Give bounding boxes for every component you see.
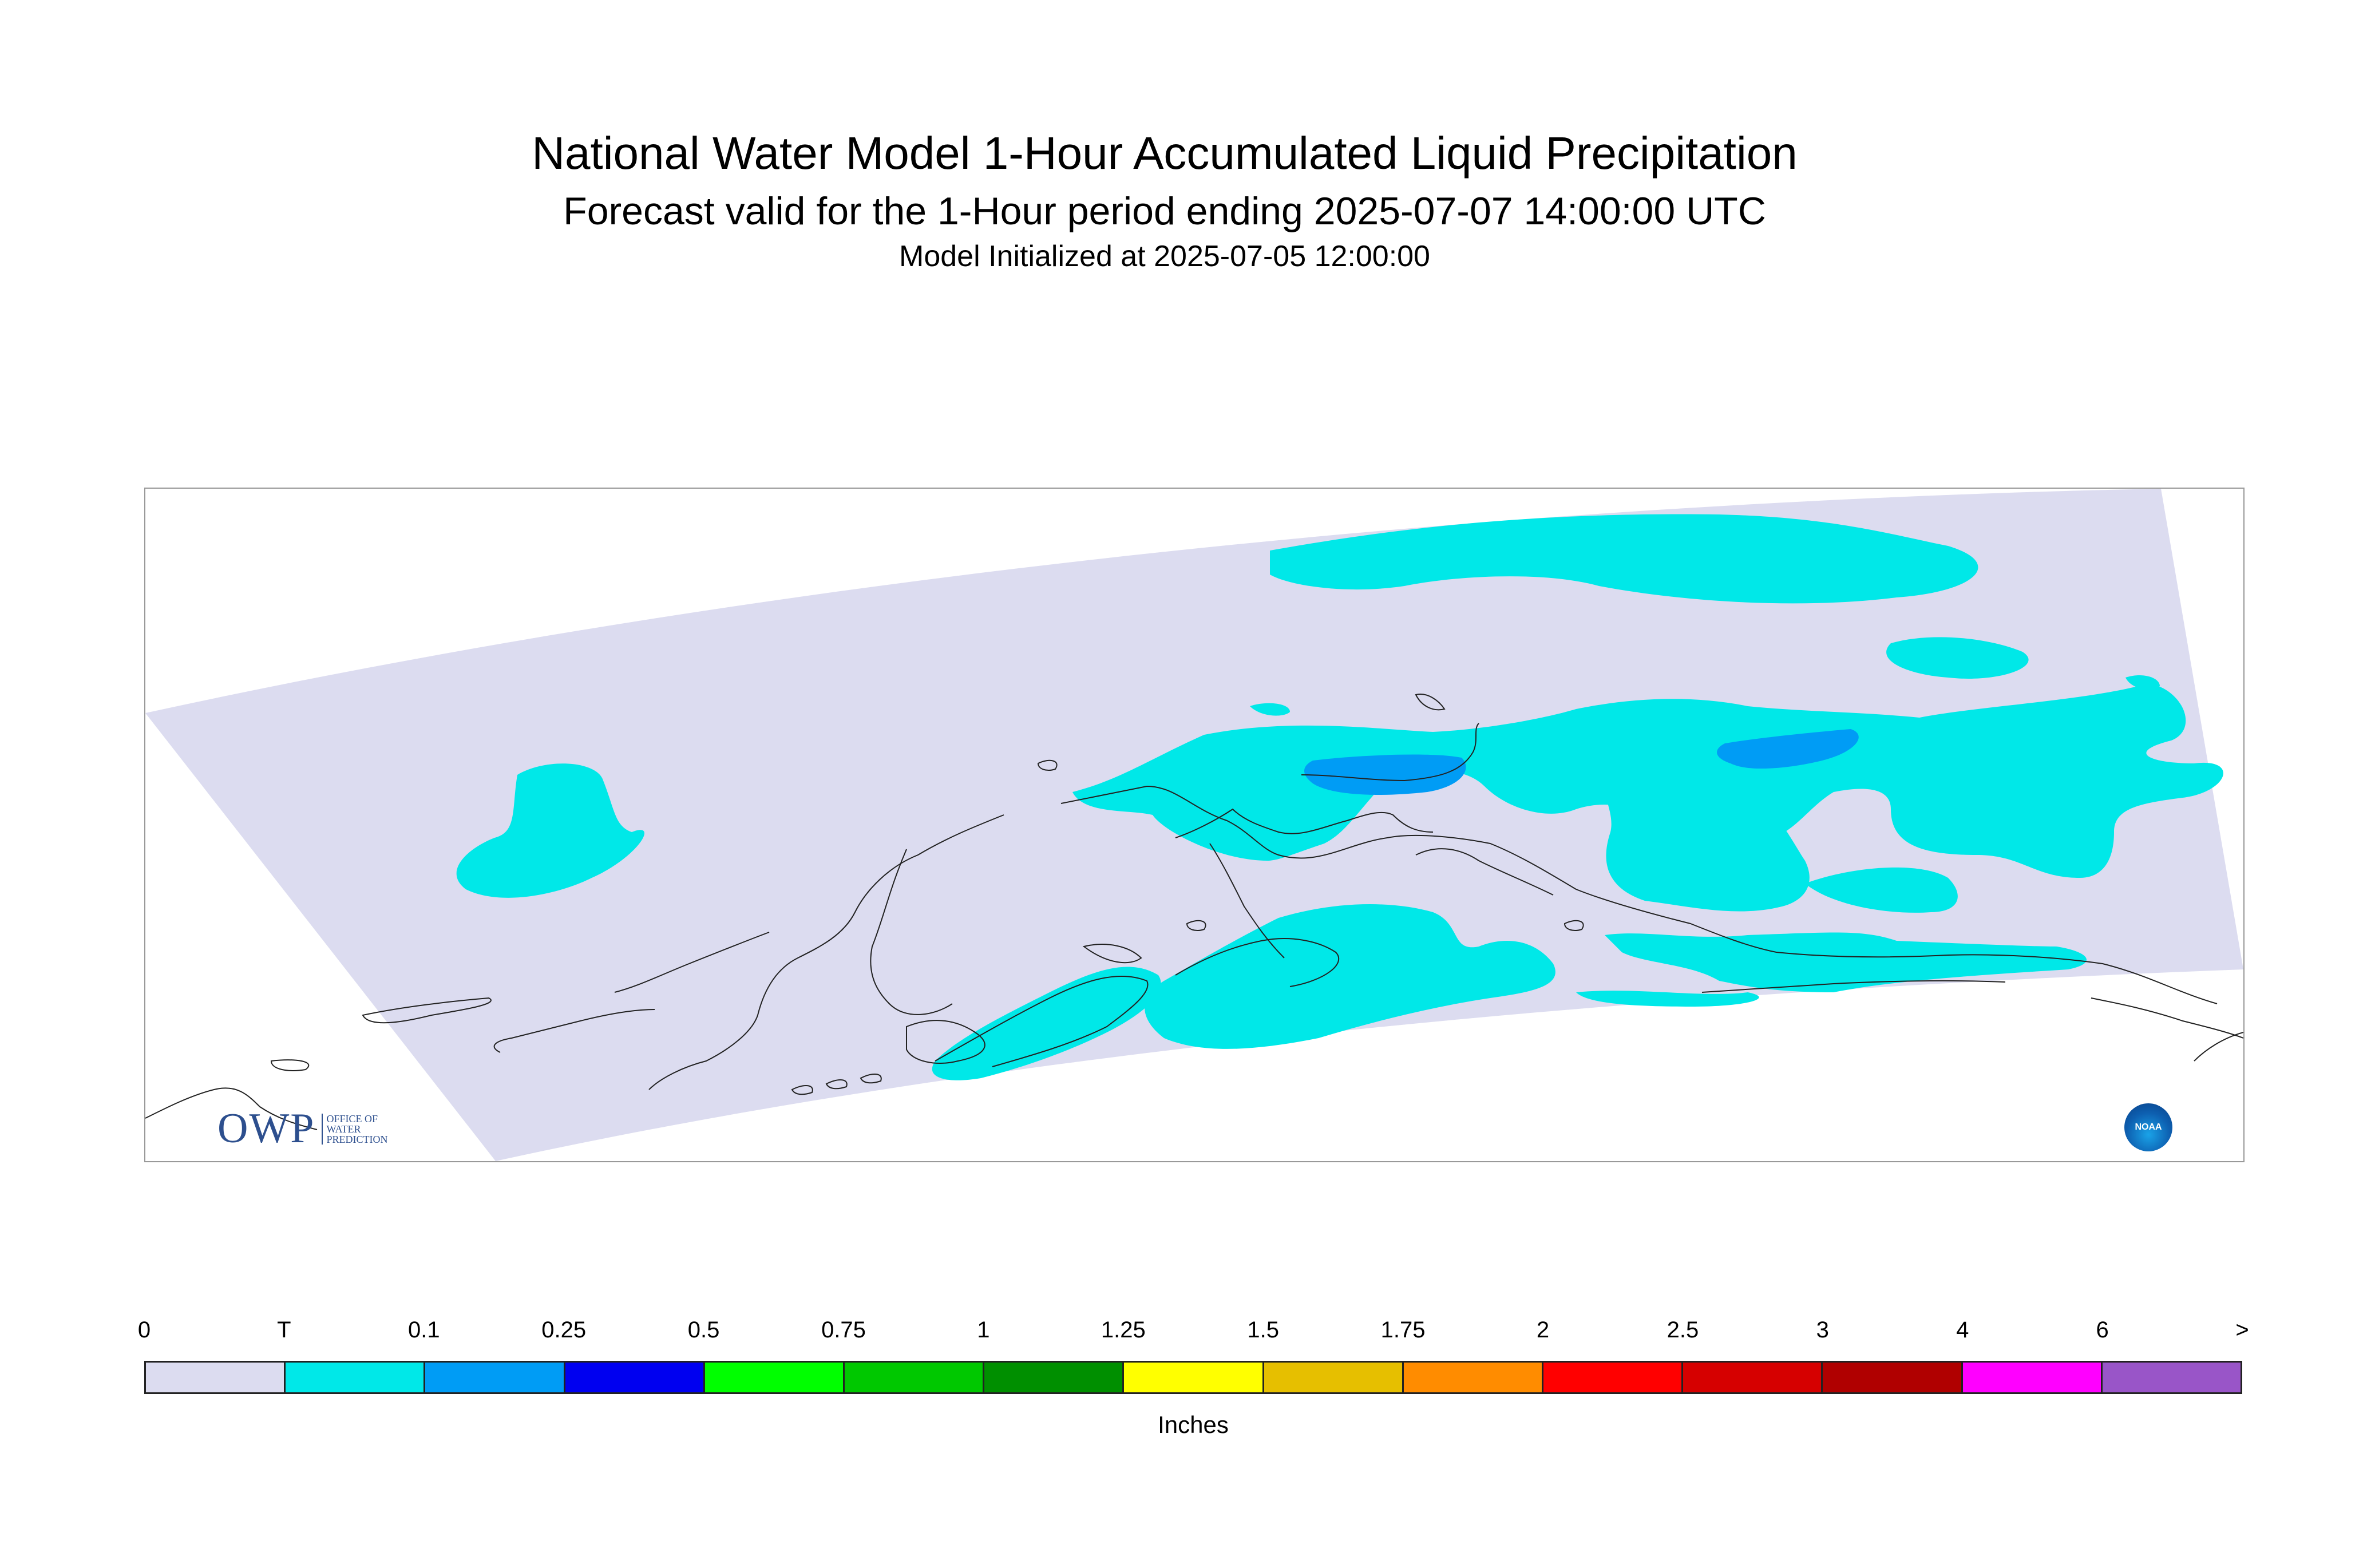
colorbar-tick-label: 0.25 [541, 1317, 587, 1343]
colorbar-swatch [845, 1363, 985, 1392]
colorbar-tick-label: 0 [137, 1317, 151, 1343]
colorbar-swatch [1823, 1363, 1963, 1392]
colorbar-tick-label: 2.5 [1667, 1317, 1699, 1343]
colorbar-tick-label: > [2235, 1317, 2249, 1343]
colorbar-swatch [2102, 1363, 2241, 1392]
colorbar-swatch [1683, 1363, 1823, 1392]
map-title: National Water Model 1-Hour Accumulated … [532, 128, 1798, 179]
colorbar-tick-label: 0.75 [821, 1317, 866, 1343]
colorbar-swatch [1403, 1363, 1544, 1392]
light-precip-areas [1304, 729, 1859, 795]
colorbar-swatch [984, 1363, 1125, 1392]
colorbar-tick-label: 3 [1816, 1317, 1829, 1343]
coastlines [145, 694, 2243, 1130]
colorbar-tick-label: 1 [977, 1317, 990, 1343]
colorbar-swatch [1124, 1363, 1264, 1392]
colorbar-tick-label: 1.25 [1101, 1317, 1146, 1343]
southcentral-coast [1175, 808, 1554, 959]
colorbar-tick-label: 2 [1536, 1317, 1550, 1343]
colorbar-tick-label: 0.1 [407, 1317, 440, 1343]
colorbar-tick-label: 6 [2096, 1317, 2109, 1343]
colorbar-tick-label: 0.5 [687, 1317, 720, 1343]
colorbar-tick-label: 1.5 [1247, 1317, 1279, 1343]
noaa-logo: NOAA [2124, 1103, 2172, 1151]
model-init-time: Model Initialized at 2025-07-05 12:00:00 [899, 240, 1430, 273]
precipitation-map [144, 488, 2245, 1162]
colorbar-tick-label: 4 [1956, 1317, 1969, 1343]
colorbar-swatch [286, 1363, 426, 1392]
colorbar-swatch [704, 1363, 845, 1392]
owp-logo: OWP OFFICE OF WATER PREDICTION [217, 1105, 388, 1152]
colorbar-swatch [565, 1363, 705, 1392]
colorbar-tick-label: T [277, 1317, 291, 1343]
colorbar-swatch [1264, 1363, 1404, 1392]
trace-precip-areas [456, 514, 2223, 1080]
colorbar-units: Inches [1158, 1411, 1229, 1438]
map-subtitle: Forecast valid for the 1-Hour period end… [563, 189, 1766, 233]
colorbar-swatch [425, 1363, 565, 1392]
colorbar-tick-label: 1.75 [1380, 1317, 1426, 1343]
colorbar [144, 1361, 2242, 1394]
colorbar-swatch [1543, 1363, 1684, 1392]
colorbar-swatch [1962, 1363, 2103, 1392]
colorbar-swatch [146, 1363, 286, 1392]
